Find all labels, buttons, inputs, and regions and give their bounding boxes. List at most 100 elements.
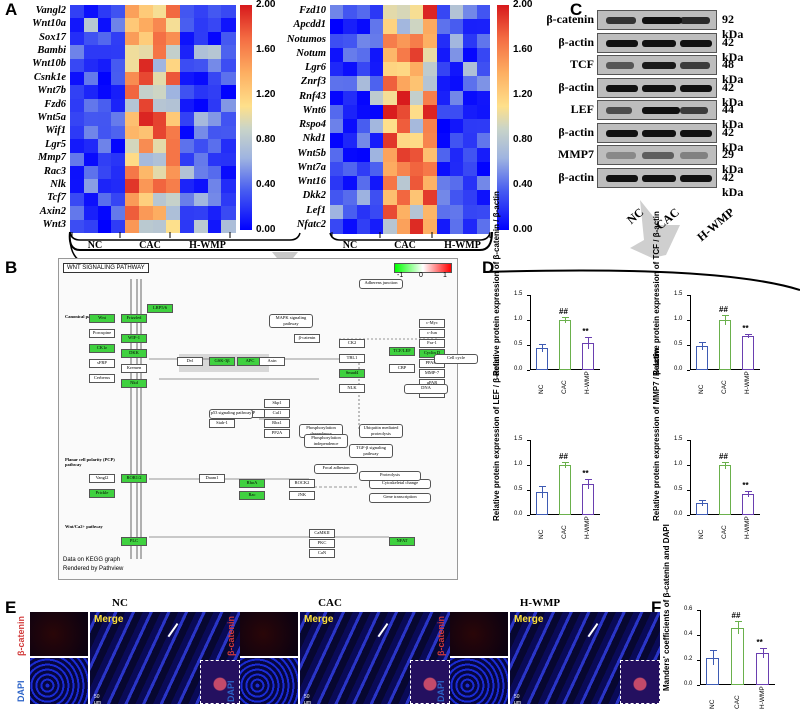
kegg-node: Dvl [177, 357, 203, 366]
kegg-note: Adherens junction [359, 279, 403, 289]
heat-cell [138, 98, 153, 113]
heat-cell [423, 104, 438, 120]
x-category-label: CAC [721, 380, 728, 394]
colorbar-tick: 0.80 [256, 134, 276, 145]
heat-cell [152, 72, 167, 86]
heat-cell [383, 90, 398, 106]
heat-cell [370, 5, 384, 20]
kegg-node: Porcupine [89, 329, 115, 338]
kegg-node: Prickle [89, 489, 115, 498]
heat-cell [343, 204, 358, 220]
y-tick [527, 345, 530, 346]
heat-cell [476, 204, 491, 220]
colorbar-tick: 0.40 [513, 179, 533, 190]
kegg-node: Wnt [89, 314, 115, 323]
heat-cell [383, 33, 398, 49]
heat-cell [436, 161, 451, 177]
heat-cell [152, 112, 167, 127]
gene-label: Axin2 [39, 205, 66, 217]
x-category-label: H-WMP [584, 516, 592, 539]
panel-label-f: F [651, 598, 662, 617]
heat-cell [166, 85, 181, 100]
heat-cell [463, 90, 478, 106]
heat-cell [370, 62, 384, 77]
heat-cell [423, 190, 438, 205]
heat-cell [207, 85, 222, 100]
kegg-lines [130, 279, 439, 559]
heat-cell [221, 125, 236, 140]
bar-h-wmp [742, 336, 755, 370]
y-tick-label: 0.0 [674, 366, 683, 372]
heat-cell [125, 165, 140, 180]
y-tick-label: 0.6 [684, 606, 693, 612]
heat-cell [423, 119, 438, 134]
x-category-label: H-WMP [584, 371, 592, 394]
heat-cell [138, 45, 153, 60]
heat-cell [356, 133, 371, 148]
heat-cell [423, 133, 438, 148]
heat-cell [221, 206, 236, 221]
heat-cell [396, 133, 411, 148]
heat-cell [111, 58, 126, 73]
heat-cell [152, 219, 167, 234]
gene-label: Wnt10a [32, 18, 66, 30]
heat-cell [370, 176, 384, 191]
kegg-node: LRP5/6 [147, 304, 173, 313]
y-tick [697, 660, 700, 661]
heat-cell [370, 204, 384, 220]
merge-label: Merge [304, 614, 334, 625]
gene-label: Apcdd1 [293, 19, 326, 31]
heat-cell [125, 125, 140, 140]
x-category-label: NC [697, 384, 705, 394]
heat-cell [180, 58, 195, 73]
heat-cell [221, 219, 236, 234]
bar-cac [559, 320, 571, 370]
heat-cell [111, 98, 126, 113]
heat-cell [83, 179, 98, 194]
heat-cell [356, 47, 371, 63]
heat-cell [343, 62, 358, 77]
error-bar [701, 342, 703, 350]
y-tick [527, 465, 530, 466]
y-tick [527, 440, 530, 441]
error-cap [585, 478, 593, 480]
heat-cell [450, 62, 464, 77]
heat-cell [83, 219, 98, 234]
heat-cell [193, 31, 208, 46]
wb-band [642, 107, 680, 114]
heat-cell [383, 62, 398, 77]
heat-cell [476, 104, 491, 120]
heat-cell [476, 119, 491, 134]
heat-cell [221, 18, 236, 33]
wb-band [642, 152, 674, 159]
heat-cell [436, 33, 451, 49]
wb-kda-label: 42 kDa [722, 169, 744, 199]
heat-cell [138, 219, 153, 234]
heat-cell [330, 62, 344, 77]
panel-label-a: A [5, 0, 18, 19]
x-category-label: CAC [733, 695, 741, 709]
scale-bar-label: 50 μm [304, 694, 312, 706]
heat-cell [166, 165, 181, 180]
heat-cell [396, 104, 411, 120]
heat-cell [83, 31, 98, 46]
kegg-node: Cul1 [264, 409, 290, 418]
heat-cell [396, 218, 411, 234]
error-cap [585, 336, 593, 338]
heat-cell [70, 165, 85, 180]
heat-cell [221, 31, 236, 46]
heat-cell [476, 90, 491, 106]
heat-cell [356, 62, 371, 77]
kegg-node: WIF-1 [121, 334, 147, 343]
kegg-node: c-Jun [419, 329, 445, 338]
gene-label: Nlk [50, 179, 66, 191]
kegg-footer-1: Data on KEGG graph [63, 557, 121, 563]
heat-cell [166, 5, 181, 19]
heat-cell [111, 31, 126, 46]
heat-cell [396, 76, 411, 91]
heat-cell [476, 176, 491, 191]
gene-label: Dkk2 [302, 190, 326, 202]
heat-cell [410, 47, 424, 63]
error-bar [541, 485, 543, 498]
heat-cell [221, 58, 236, 73]
